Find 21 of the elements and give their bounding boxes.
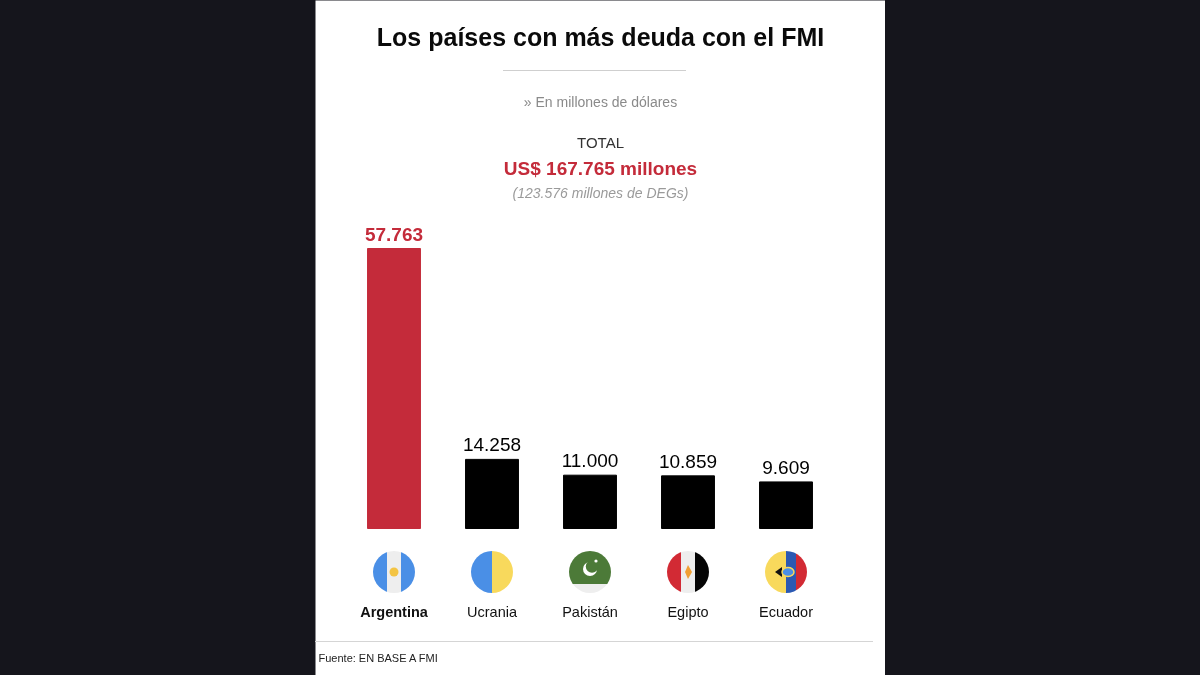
x-tick-label: Egipto	[667, 603, 709, 620]
x-tick-label: Pakistán	[562, 603, 618, 620]
text: TOTAL	[577, 134, 624, 151]
bar	[759, 481, 813, 529]
data-label: 9.609	[762, 456, 810, 478]
bar	[661, 475, 715, 529]
data-label: 10.859	[658, 450, 718, 472]
data-label: 11.000	[561, 450, 619, 472]
chart-title: Los países con más deuda con el FMI	[376, 22, 825, 51]
data-label: 57.763	[364, 223, 424, 245]
text: (123.576 millones de DEGs)	[512, 184, 689, 201]
x-tick-label: Ucrania	[467, 603, 518, 620]
bar	[563, 474, 617, 529]
bar	[367, 248, 421, 529]
data-label: 14.258	[462, 434, 522, 456]
x-tick-label: Ecuador	[759, 603, 814, 620]
chart-subtitle: » En millones de dólares	[523, 93, 678, 110]
text: US$ 167.765 millones	[503, 158, 698, 179]
bar	[465, 458, 519, 529]
x-tick-label: Argentina	[360, 603, 429, 620]
source-note: Fuente: EN BASE A FMI	[318, 651, 438, 664]
